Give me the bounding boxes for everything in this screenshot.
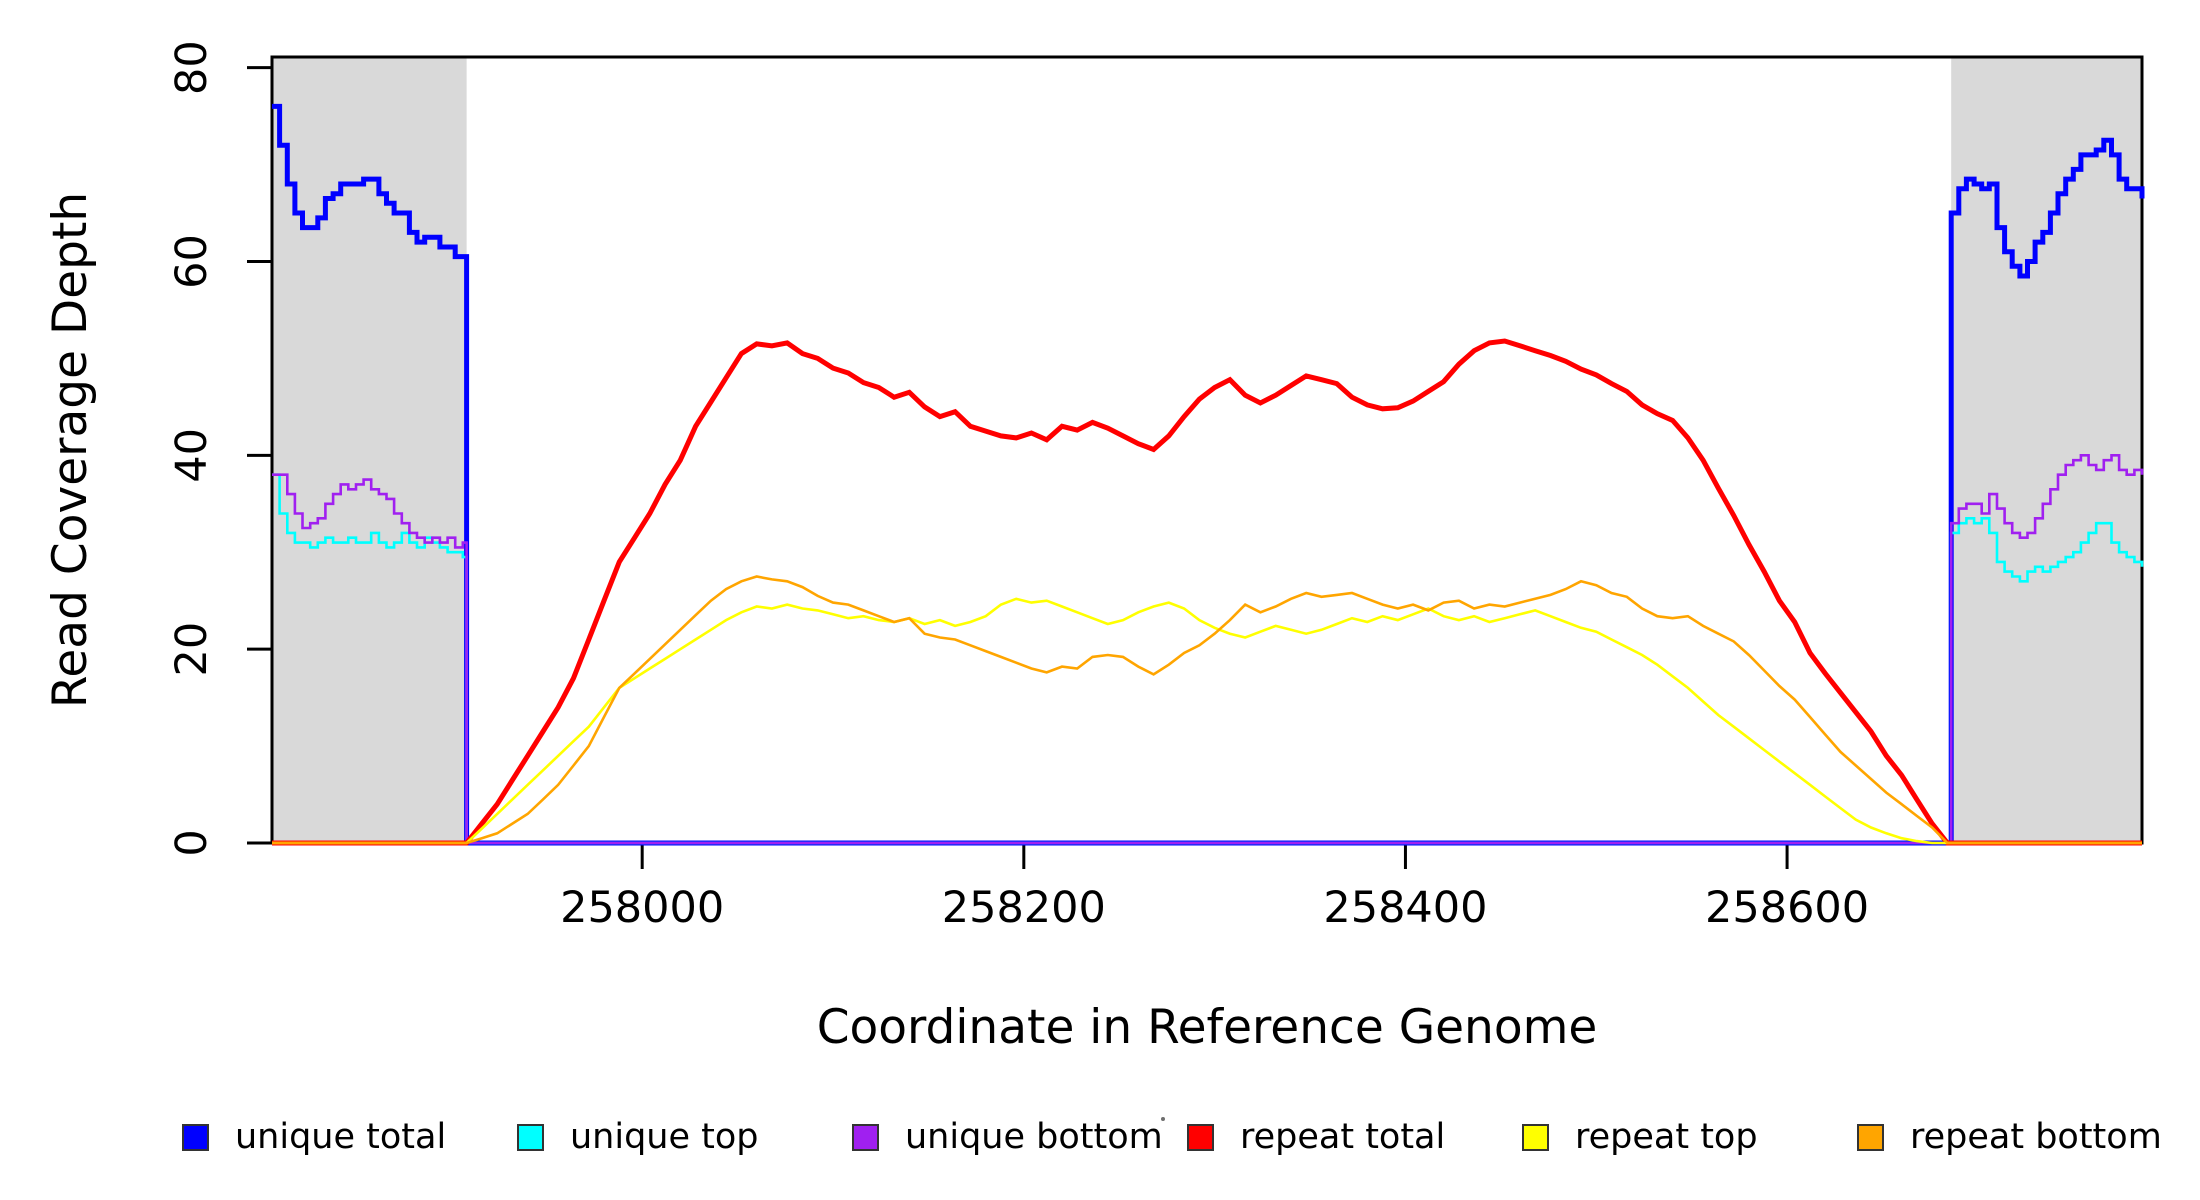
series-line-repeat-bottom: [272, 575, 2142, 845]
series-lines: [272, 103, 2145, 846]
x-tick-label: 258200: [942, 883, 1106, 933]
axis-ticks: 258000 258200 258400 258600 0 20 40 60 80: [167, 40, 1869, 933]
x-tick-label: 258000: [560, 883, 724, 933]
series-line-unique-bottom: [272, 454, 2144, 845]
series-line-unique-total: [272, 103, 2145, 846]
y-tick-label: 0: [167, 829, 217, 856]
series-line-unique-top: [272, 473, 2144, 845]
y-axis-title: Read Coverage Depth: [43, 192, 98, 708]
plot-frame: [270, 55, 2144, 845]
x-axis-title: Coordinate in Reference Genome: [817, 1000, 1598, 1055]
series-line-repeat-total: [272, 338, 2142, 846]
shaded-flank-regions: [272, 57, 2142, 843]
shaded-region-0: [272, 57, 467, 843]
x-tick-label: 258400: [1323, 883, 1487, 933]
y-tick-label: 20: [167, 622, 217, 677]
stray-dot-mark: [1161, 1117, 1165, 1121]
shaded-region-1: [1951, 57, 2142, 843]
x-tick-label: 258600: [1705, 883, 1869, 933]
series-line-repeat-top: [272, 597, 2142, 845]
y-tick-label: 80: [167, 40, 217, 95]
y-tick-label: 40: [167, 428, 217, 483]
y-tick-label: 60: [167, 234, 217, 289]
